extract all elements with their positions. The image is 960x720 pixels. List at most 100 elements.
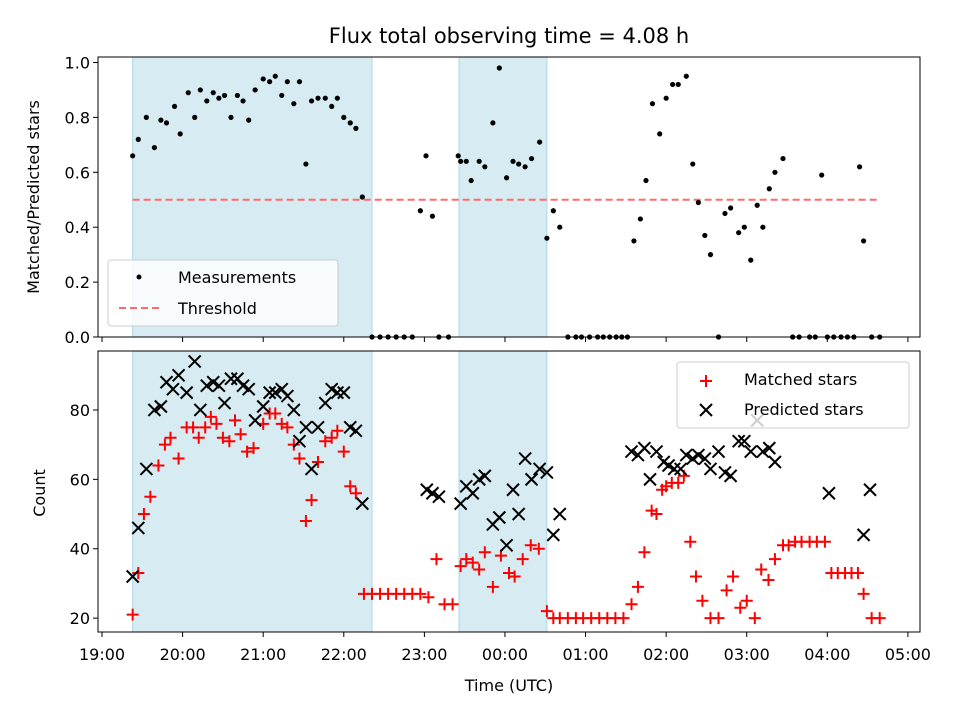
bottom-y-tick-label: 40 (70, 540, 90, 559)
top-y-tick-label: 0.0 (65, 328, 90, 347)
measurement-point (649, 101, 656, 107)
predicted-star-point (649, 444, 664, 459)
measurement-point (228, 114, 234, 120)
measurement-point (496, 65, 502, 71)
predicted-star-point (532, 462, 547, 476)
matched-star-point (126, 608, 139, 621)
measurement-point (728, 205, 734, 211)
measurement-point (197, 87, 203, 93)
predicted-star-point (292, 434, 307, 448)
matched-star-point (748, 612, 761, 625)
predicted-star-point (241, 382, 256, 396)
predicted-star-point (711, 444, 726, 459)
matched-star-point (631, 580, 644, 593)
measurement-point (296, 79, 303, 85)
matched-star-point (857, 587, 870, 600)
measurement-point (695, 199, 701, 206)
predicted-star-point (524, 472, 539, 487)
measurement-point (766, 186, 772, 192)
measurement-point (860, 238, 867, 244)
measurement-point (736, 230, 742, 236)
top-y-tick-label: 1.0 (65, 53, 90, 72)
matched-star-point (187, 421, 200, 434)
measurement-point (284, 79, 290, 85)
measurement-point (631, 238, 637, 244)
measurement-point (722, 210, 728, 217)
matched-star-point (299, 514, 312, 527)
bottom-x-tick-label: 22:00 (321, 645, 367, 664)
predicted-star-point (624, 444, 639, 459)
measurement-point (707, 252, 714, 258)
top-y-tick-label: 0.2 (65, 273, 90, 292)
measurement-point (185, 90, 191, 96)
predicted-star-point (179, 385, 194, 400)
predicted-star-point (262, 385, 277, 400)
measurement-point (490, 120, 496, 126)
predicted-star-point (466, 486, 480, 500)
predicted-star-point (200, 378, 214, 393)
predicted-star-point (256, 399, 270, 414)
predicted-star-point (518, 451, 532, 466)
measurement-point (663, 95, 669, 101)
measurement-point (417, 208, 423, 214)
matched-star-point (287, 438, 300, 451)
measurement-point (221, 92, 228, 99)
predicted-star-point (731, 434, 746, 448)
bottom-x-tick-label: 19:00 (79, 645, 125, 664)
matched-star-point (486, 580, 499, 593)
matched-star-point (672, 476, 685, 489)
measurement-point (458, 158, 464, 164)
measurement-point (468, 177, 474, 184)
matched-star-point (454, 560, 467, 573)
matched-star-point (172, 452, 185, 465)
legend-predicted-label: Predicted stars (744, 400, 864, 419)
top-y-tick-label: 0.8 (65, 108, 90, 127)
predicted-star-point (499, 538, 514, 552)
predicted-star-point (822, 486, 836, 500)
matched-star-point (540, 605, 553, 618)
matched-star-point (192, 431, 205, 444)
predicted-star-point (217, 396, 232, 410)
matched-star-point (241, 445, 254, 458)
measurement-point (353, 125, 359, 131)
matched-star-point (446, 598, 459, 611)
measurement-point (780, 155, 786, 162)
measurement-point (537, 139, 543, 145)
matched-star-point (247, 442, 260, 455)
legend-matched-label: Matched stars (744, 370, 857, 389)
measurement-point (772, 169, 778, 175)
bottom-x-tick-label: 21:00 (240, 645, 286, 664)
predicted-star-point (863, 483, 877, 497)
predicted-star-point (425, 486, 440, 500)
predicted-star-point (432, 489, 446, 504)
predicted-star-point (511, 507, 526, 521)
measurement-point (143, 114, 149, 120)
predicted-star-point (453, 496, 468, 511)
matched-star-point (696, 594, 709, 607)
chart-title: Flux total observing time = 4.08 h (329, 24, 689, 48)
bottom-x-tick-label: 02:00 (643, 645, 689, 664)
bottom-x-tick-label: 20:00 (160, 645, 206, 664)
measurement-point (291, 101, 297, 107)
measurement-point (476, 158, 482, 164)
bottom-x-tick-label: 04:00 (804, 645, 850, 664)
bottom-y-axis-label: Count (30, 469, 49, 517)
matched-star-point (144, 490, 157, 503)
matched-star-point (312, 456, 325, 469)
matched-star-point (269, 407, 282, 420)
predicted-star-point (212, 378, 226, 393)
matched-star-point (851, 567, 864, 580)
measurement-point (702, 232, 708, 239)
measurement-point (423, 153, 429, 159)
bottom-y-tick-label: 20 (70, 609, 90, 628)
matched-star-point (158, 438, 171, 451)
top-y-axis: 0.0 0.2 0.4 0.6 0.8 1.0 (65, 53, 98, 347)
predicted-star-point (546, 528, 561, 542)
measurement-point (151, 144, 158, 151)
predicted-star-point (304, 462, 319, 476)
matched-star-point (524, 539, 537, 552)
predicted-star-point (330, 385, 345, 400)
measurement-point (216, 95, 222, 101)
measurement-point (260, 76, 266, 82)
